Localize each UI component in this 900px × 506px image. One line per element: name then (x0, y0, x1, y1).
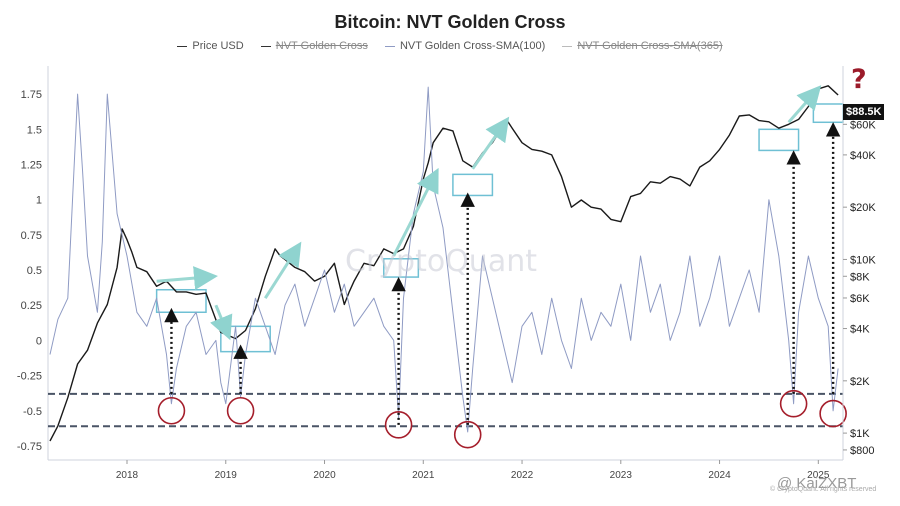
legend-item-sma100[interactable]: NVT Golden Cross-SMA(100) (384, 40, 546, 53)
y-left-tick-2: 1.25 (21, 160, 42, 172)
legend-label-nvt: NVT Golden Cross (275, 40, 368, 53)
legend-item-price[interactable]: Price USD (177, 40, 244, 53)
trend-arrow-0 (156, 266, 218, 291)
current-price-badge: $88.5K (843, 104, 885, 120)
trend-arrow-2 (264, 241, 302, 299)
bottom-circle-4 (779, 389, 808, 418)
x-tick-6: 2024 (708, 470, 731, 481)
legend-item-sma365[interactable]: NVT Golden Cross-SMA(365) (562, 40, 723, 53)
y-right-tick-1: $40K (850, 150, 876, 162)
y-left-tick-4: 0.75 (21, 230, 42, 242)
chart-title: Bitcoin: NVT Golden Cross (334, 12, 566, 32)
x-tick-3: 2021 (412, 470, 435, 481)
highlight-zone-3 (452, 173, 494, 197)
x-tick-7: 2025 (807, 470, 830, 481)
bottom-circle-3 (453, 420, 482, 449)
y-left-tick-3: 1 (36, 195, 42, 207)
highlight-zone-4 (758, 128, 800, 152)
y-left-tick-7: 0 (36, 335, 42, 347)
legend-swatch-sma100 (384, 45, 395, 47)
trend-arrow-3 (392, 167, 439, 257)
x-axis: 2018 2019 2020 2021 2022 2023 2024 2025 (116, 460, 830, 481)
y-axis-left: 1.75 1.5 1.25 1 0.75 0.5 0.25 0 -0.25 -0.5 -0.75 (17, 89, 42, 453)
annotations (156, 85, 847, 449)
y-right-tick-6: $4K (850, 324, 870, 336)
legend-label-sma365: NVT Golden Cross-SMA(365) (577, 40, 723, 53)
y-left-tick-10: -0.75 (17, 441, 42, 453)
y-right-tick-5: $6K (850, 293, 870, 305)
y-right-tick-2: $20K (850, 202, 876, 214)
threshold-lines (48, 392, 843, 428)
legend-label-sma100: NVT Golden Cross-SMA(100) (399, 40, 546, 53)
y-right-tick-4: $8K (850, 271, 870, 283)
y-left-tick-6: 0.25 (21, 300, 42, 312)
x-tick-0: 2018 (116, 470, 139, 481)
bottom-circle-2 (384, 411, 413, 439)
bottom-circle-5 (819, 399, 847, 428)
y-left-tick-5: 0.5 (27, 265, 42, 277)
y-left-tick-9: -0.5 (23, 406, 42, 418)
trend-arrow-5 (787, 85, 822, 124)
watermark: CryptoQuant (345, 244, 537, 279)
legend-swatch-nvt (260, 45, 271, 47)
y-left-tick-0: 1.75 (21, 89, 42, 101)
y-right-tick-7: $2K (850, 376, 870, 388)
y-right-tick-9: $800 (850, 445, 874, 457)
legend-label-price: Price USD (192, 40, 244, 53)
trend-arrow-1 (210, 304, 233, 341)
y-right-tick-3: $10K (850, 254, 876, 266)
bottom-circle-0 (157, 396, 186, 425)
y-left-tick-8: -0.25 (17, 371, 42, 383)
y-right-tick-8: $1K (850, 428, 870, 440)
highlight-zone-5 (812, 103, 844, 124)
y-left-tick-1: 1.5 (27, 124, 42, 136)
legend-item-nvt[interactable]: NVT Golden Cross (260, 40, 368, 53)
chart-legend: Price USD NVT Golden Cross NVT Golden Cr… (0, 40, 900, 52)
x-tick-1: 2019 (215, 470, 238, 481)
highlight-zone-0 (155, 288, 207, 314)
legend-swatch-price (177, 45, 188, 47)
bottom-circle-1 (226, 396, 255, 425)
x-tick-2: 2020 (313, 470, 336, 481)
trend-arrow-4 (471, 116, 510, 170)
author-credit: @ KaiZXBT (777, 475, 857, 492)
y-axis-right: $60K $40K $20K $10K $8K $6K $4K $2K $1K $800 (842, 66, 876, 460)
copyright-notice: © CryptoQuant. All rights reserved (770, 486, 877, 493)
legend-swatch-sma365 (562, 45, 573, 47)
question-mark: ? (851, 64, 867, 95)
x-tick-4: 2022 (511, 470, 534, 481)
x-tick-5: 2023 (610, 470, 633, 481)
highlight-zones (155, 103, 844, 353)
series-line-1 (49, 86, 839, 433)
y-right-tick-0: $60K (850, 119, 876, 131)
